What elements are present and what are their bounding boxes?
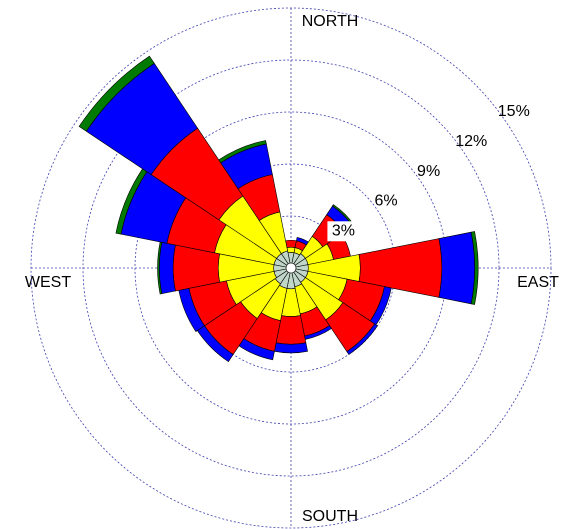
compass-label: WEST bbox=[25, 274, 71, 291]
r-tick-label: 15% bbox=[498, 103, 530, 120]
compass-label: NORTH bbox=[302, 13, 359, 30]
wedge bbox=[438, 231, 475, 305]
grid-ring bbox=[30, 7, 552, 529]
grid-ring bbox=[82, 59, 500, 477]
wedge bbox=[158, 241, 176, 295]
wedge bbox=[470, 231, 479, 305]
wedges bbox=[78, 55, 479, 363]
wedge bbox=[285, 239, 297, 248]
center bbox=[285, 262, 297, 274]
r-tick-label: 6% bbox=[374, 193, 397, 210]
wedge bbox=[274, 342, 308, 354]
wedge bbox=[346, 323, 378, 355]
wedge bbox=[78, 55, 155, 132]
r-tick-label: 12% bbox=[455, 133, 487, 150]
wedge bbox=[286, 246, 296, 254]
tick-label-bg bbox=[327, 221, 360, 242]
r-tick-label: 3% bbox=[332, 223, 355, 240]
compass-label: SOUTH bbox=[302, 508, 358, 525]
compass-label: EAST bbox=[517, 274, 559, 291]
wedge bbox=[218, 140, 267, 164]
r-tick-label: 9% bbox=[417, 163, 440, 180]
